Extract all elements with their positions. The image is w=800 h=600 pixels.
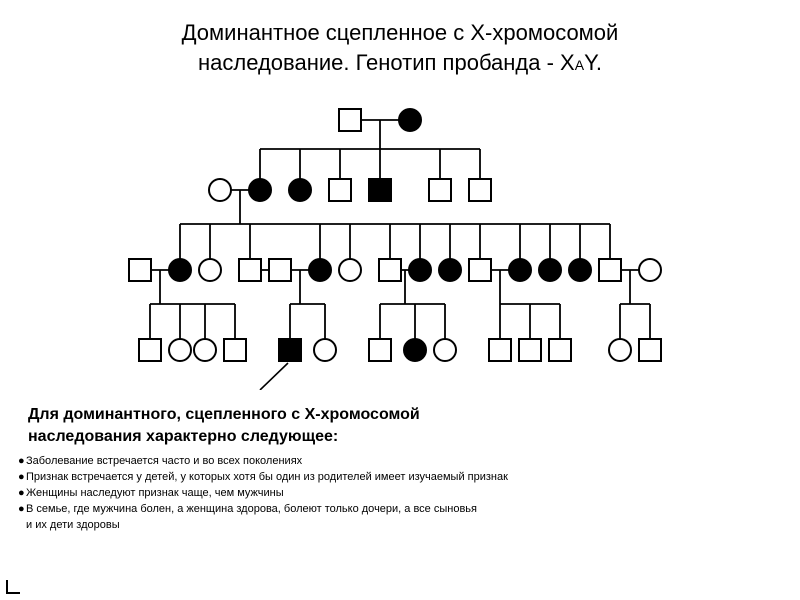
slide: Доминантное сцепленное с Х-хромосомой на… (0, 0, 800, 600)
bullet-text: Заболевание встречается часто и во всех … (26, 455, 302, 467)
bullet-text: Признак встречается у детей, у которых х… (26, 471, 508, 483)
bullet-text: и их дети здоровы (26, 519, 120, 531)
bullet-item-continuation: и их дети здоровы (18, 518, 782, 534)
title-line-2-pre: наследование. Генотип пробанда - X (198, 50, 575, 75)
bullet-list: ●Заболевание встречается часто и во всех… (18, 454, 782, 534)
title-line-1: Доминантное сцепленное с Х-хромосомой (182, 20, 619, 45)
bullet-text: Женщины наследуют признак чаще, чем мужч… (26, 487, 284, 499)
title-line-2-post: Y. (584, 50, 602, 75)
title-subscript-a: A (575, 57, 584, 73)
pedigree-svg (80, 90, 720, 390)
corner-mark-icon (6, 574, 26, 594)
subhead-line-2: наследования характерно следующее: (28, 428, 338, 445)
bullet-item: ●Признак встречается у детей, у которых … (18, 470, 782, 486)
pedigree-diagram (0, 90, 800, 390)
bullet-item: ●Женщины наследуют признак чаще, чем муж… (18, 486, 782, 502)
bullet-item: ●В семье, где мужчина болен, а женщина з… (18, 502, 782, 518)
slide-title: Доминантное сцепленное с Х-хромосомой на… (0, 18, 800, 77)
subhead-line-1: Для доминантного, сцепленного с Х-хромос… (28, 406, 420, 423)
bullet-item: ●Заболевание встречается часто и во всех… (18, 454, 782, 470)
subheading: Для доминантного, сцепленного с Х-хромос… (28, 404, 768, 447)
bullet-text: В семье, где мужчина болен, а женщина зд… (26, 503, 477, 515)
